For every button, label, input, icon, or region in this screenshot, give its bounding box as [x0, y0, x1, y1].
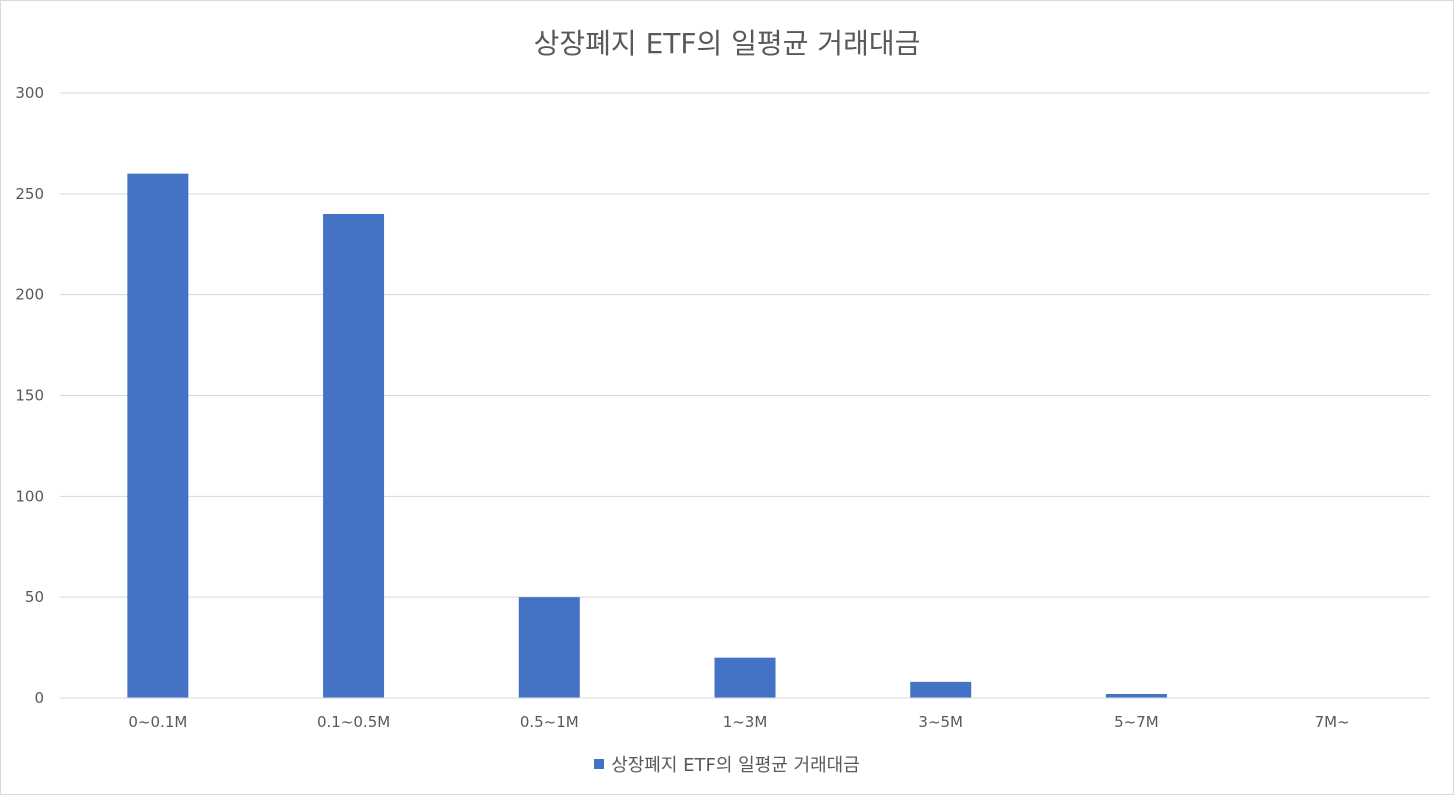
- legend-label: 상장폐지 ETF의 일평균 거래대금: [611, 755, 860, 776]
- legend-swatch: [594, 759, 605, 769]
- x-tick-label: 7M~: [1315, 713, 1350, 731]
- y-tick-label: 100: [15, 487, 44, 505]
- y-tick-label: 250: [15, 185, 44, 203]
- bar: [127, 173, 189, 698]
- chart-title: 상장폐지 ETF의 일평균 거래대금: [533, 27, 921, 60]
- x-tick-label: 3~5M: [918, 713, 963, 731]
- y-tick-label: 0: [34, 689, 44, 707]
- bar: [714, 657, 776, 698]
- y-tick-label: 200: [15, 286, 44, 304]
- bar: [518, 597, 580, 698]
- y-tick-label: 50: [25, 588, 44, 606]
- bar: [1105, 693, 1167, 698]
- y-tick-label: 150: [15, 387, 44, 405]
- x-tick-label: 0.5~1M: [520, 713, 579, 731]
- bar: [910, 681, 972, 698]
- x-tick-label: 0.1~0.5M: [317, 713, 390, 731]
- x-tick-label: 0~0.1M: [128, 713, 187, 731]
- x-tick-label: 1~3M: [723, 713, 768, 731]
- y-tick-label: 300: [15, 84, 44, 102]
- bar: [323, 214, 385, 698]
- legend: 상장폐지 ETF의 일평균 거래대금: [0, 751, 1454, 777]
- x-tick-label: 5~7M: [1114, 713, 1159, 731]
